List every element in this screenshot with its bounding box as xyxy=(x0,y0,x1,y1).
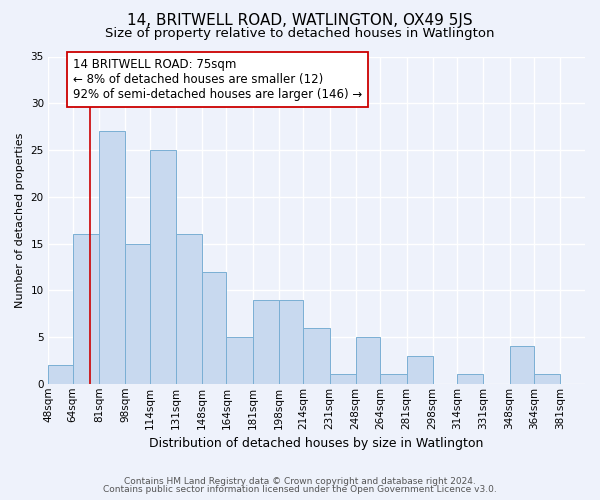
Bar xyxy=(380,374,407,384)
Bar xyxy=(149,150,176,384)
Bar xyxy=(99,132,125,384)
Y-axis label: Number of detached properties: Number of detached properties xyxy=(15,132,25,308)
Bar xyxy=(176,234,202,384)
Text: 14, BRITWELL ROAD, WATLINGTON, OX49 5JS: 14, BRITWELL ROAD, WATLINGTON, OX49 5JS xyxy=(127,12,473,28)
Text: Size of property relative to detached houses in Watlington: Size of property relative to detached ho… xyxy=(105,28,495,40)
Bar xyxy=(48,365,73,384)
Text: Contains public sector information licensed under the Open Government Licence v3: Contains public sector information licen… xyxy=(103,485,497,494)
Bar xyxy=(457,374,484,384)
Text: 14 BRITWELL ROAD: 75sqm
← 8% of detached houses are smaller (12)
92% of semi-det: 14 BRITWELL ROAD: 75sqm ← 8% of detached… xyxy=(73,58,362,102)
Bar xyxy=(304,328,329,384)
Text: Contains HM Land Registry data © Crown copyright and database right 2024.: Contains HM Land Registry data © Crown c… xyxy=(124,477,476,486)
X-axis label: Distribution of detached houses by size in Watlington: Distribution of detached houses by size … xyxy=(149,437,484,450)
Bar xyxy=(202,272,226,384)
Bar xyxy=(253,300,279,384)
Bar xyxy=(407,356,433,384)
Bar xyxy=(279,300,304,384)
Bar xyxy=(125,244,149,384)
Bar xyxy=(329,374,356,384)
Bar xyxy=(226,337,253,384)
Bar xyxy=(73,234,99,384)
Bar xyxy=(534,374,560,384)
Bar xyxy=(356,337,380,384)
Bar xyxy=(509,346,534,384)
